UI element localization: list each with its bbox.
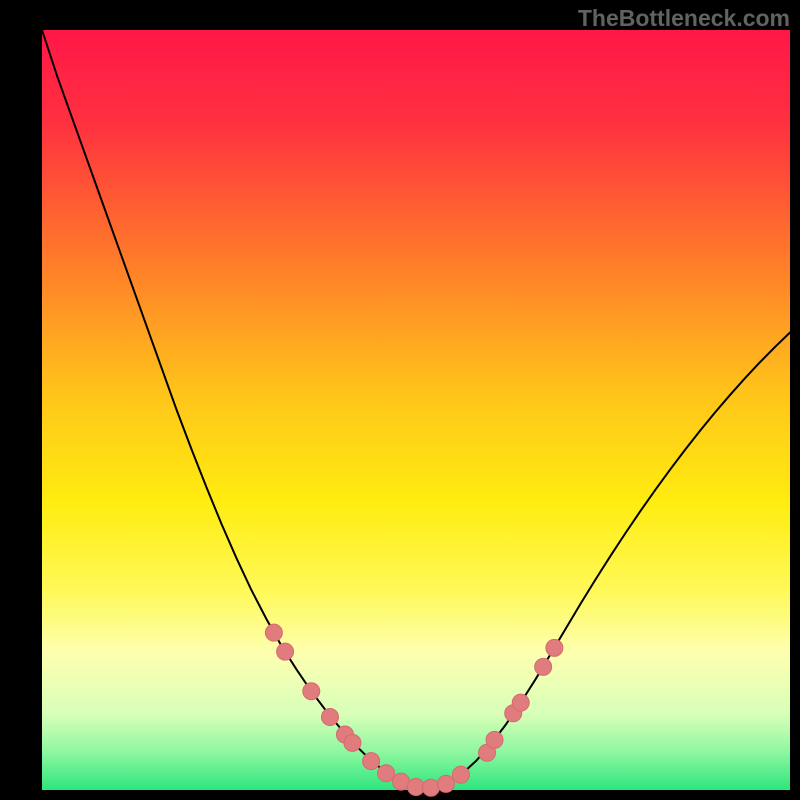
- watermark-text: TheBottleneck.com: [578, 5, 790, 32]
- plot-area: [42, 30, 790, 790]
- stage: TheBottleneck.com: [0, 0, 800, 800]
